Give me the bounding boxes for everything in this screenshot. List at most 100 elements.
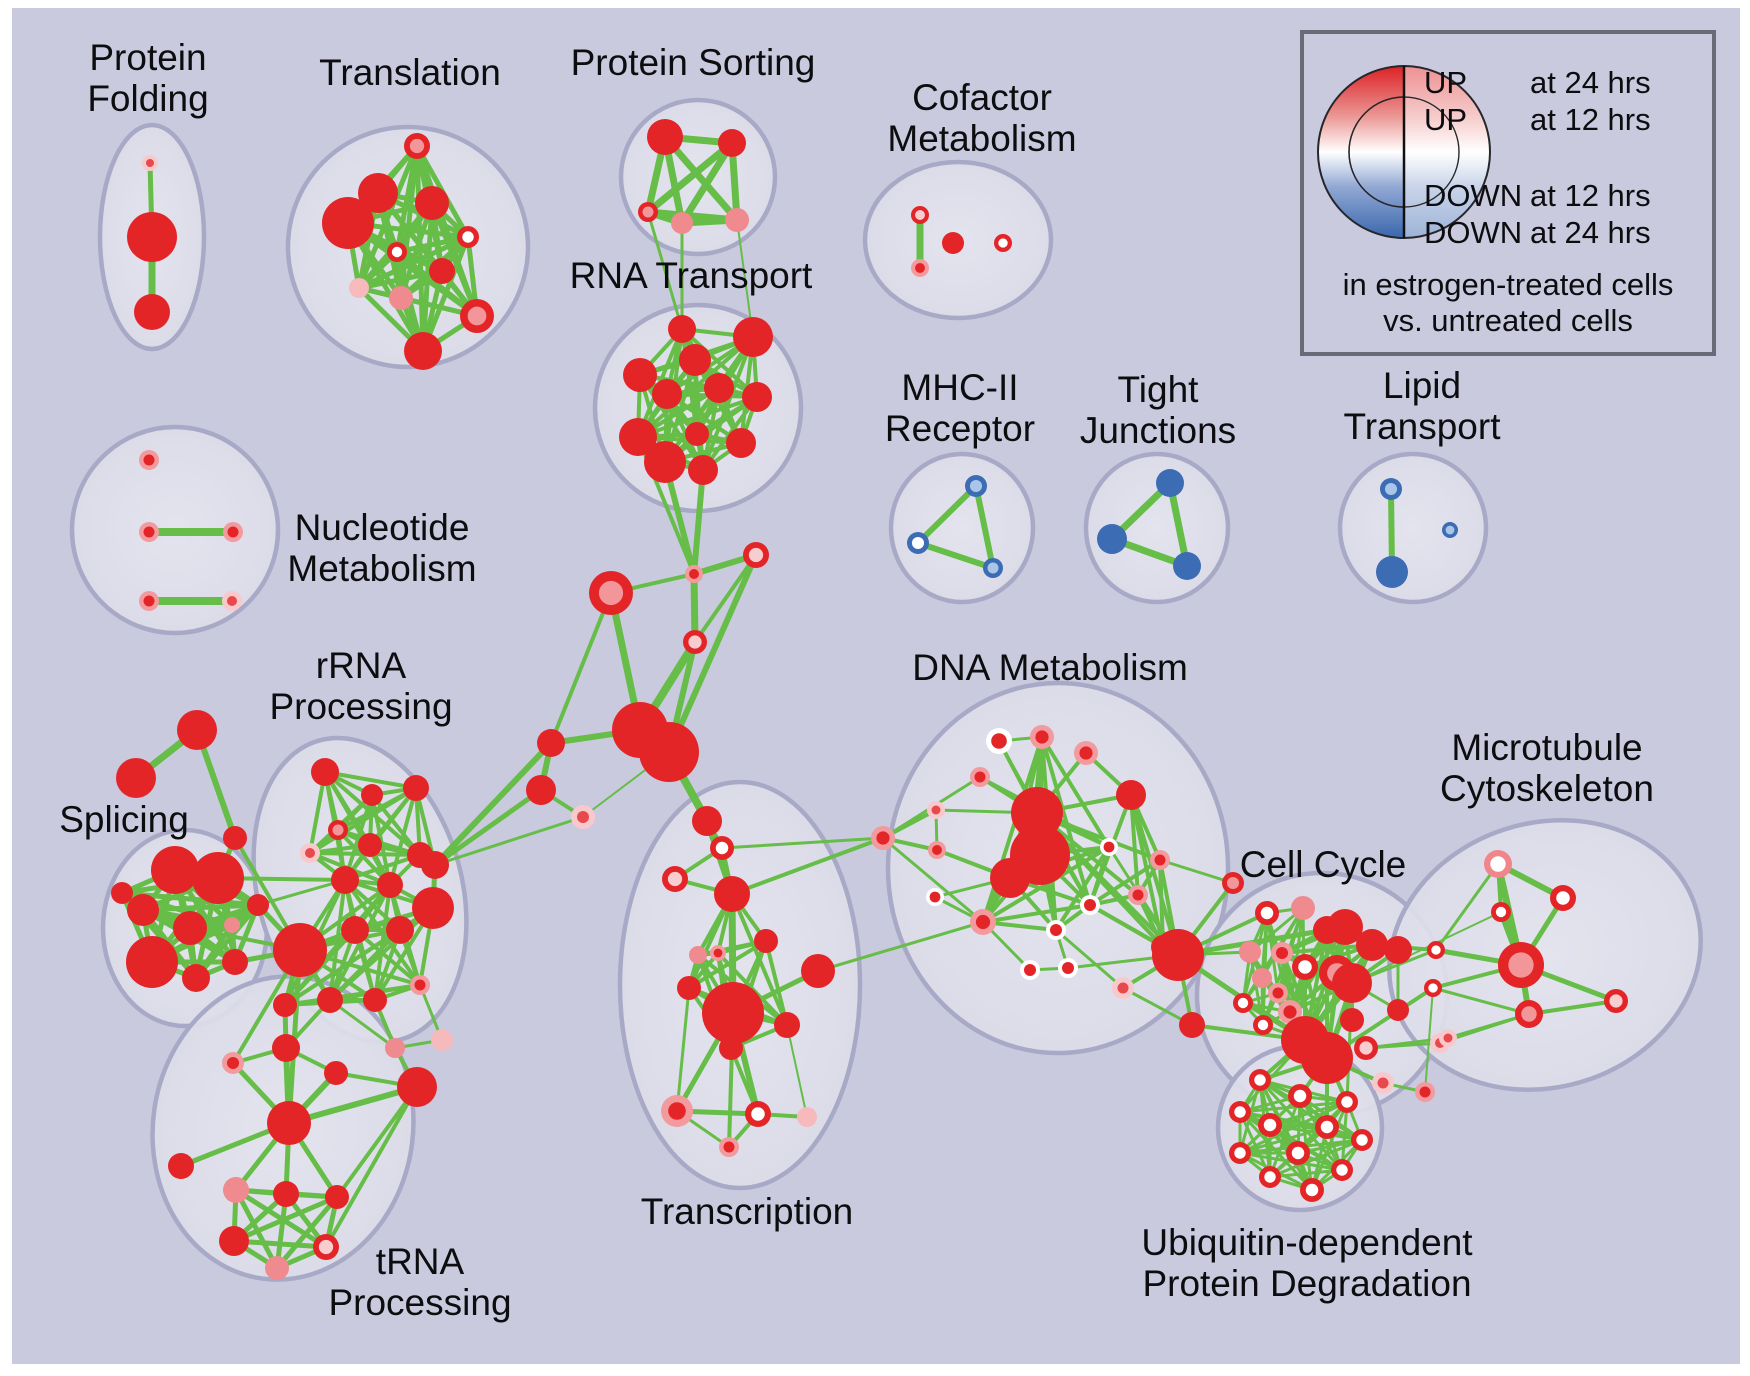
- node-core-cc16: [1257, 1019, 1269, 1031]
- node-t11: [404, 332, 442, 370]
- node-tj1: [1156, 469, 1184, 497]
- node-core-q2: [688, 635, 702, 649]
- node-dot-st3: [223, 826, 247, 850]
- node-hx4: [219, 1226, 249, 1256]
- node-core-ub3: [1341, 1096, 1353, 1108]
- node-tx5: [689, 946, 707, 964]
- node-tx7: [754, 929, 778, 953]
- node-tx13: [661, 1095, 693, 1127]
- edge-d13-d16: [1088, 858, 1162, 907]
- node-core-cc2: [1260, 906, 1274, 920]
- node-core-tx13: [668, 1102, 686, 1120]
- node-sp2: [192, 852, 244, 904]
- node-dot-d22: [1152, 929, 1204, 981]
- cluster-label-rrna-processing-line2: Processing: [269, 686, 452, 727]
- node-core-mt6: [1428, 983, 1438, 993]
- node-dot-rr1: [311, 758, 339, 786]
- node-rn1: [668, 315, 696, 343]
- node-dot-tx4: [714, 876, 750, 912]
- node-core-ub1: [1254, 1074, 1266, 1086]
- edge-hx4-hx5: [231, 1238, 329, 1250]
- node-dot-cc5: [1356, 929, 1388, 961]
- node-d23: [1020, 960, 1040, 980]
- node-sp10: [247, 894, 269, 916]
- cluster-label-cofactor-metabolism-line2: Metabolism: [887, 118, 1076, 159]
- node-core-ub5: [1263, 1118, 1277, 1132]
- node-core-cc22: [1359, 1041, 1373, 1055]
- node-dot-sp2: [192, 852, 244, 904]
- cluster-label-rna-transport: RNA Transport: [570, 255, 813, 296]
- node-cc1: [1222, 872, 1244, 894]
- edge-b1-d15: [881, 836, 985, 924]
- edge-tx10-tx13: [675, 986, 691, 1113]
- node-dot-cc3: [1291, 896, 1315, 920]
- edge-ut1-ut6: [286, 1084, 420, 1126]
- node-mh2: [907, 532, 929, 554]
- legend-down-12-time: at 12 hrs: [1530, 178, 1651, 213]
- node-core-ub8: [1234, 1147, 1246, 1159]
- node-dot-rn8: [619, 418, 657, 456]
- node-core-nm3: [227, 526, 239, 538]
- edge-cc12-mt3: [1351, 911, 1502, 984]
- node-core-mh1: [969, 479, 983, 493]
- node-dot-rr5: [358, 833, 382, 857]
- node-dot-sp6: [126, 936, 178, 988]
- node-mh1: [965, 475, 987, 497]
- node-ga: [537, 729, 565, 757]
- node-d17: [1128, 885, 1148, 905]
- node-core-ub10: [1336, 1164, 1348, 1176]
- node-dot-pf3: [134, 294, 170, 330]
- node-gc: [571, 805, 595, 829]
- node-core-d20: [1117, 982, 1129, 994]
- node-core-t06: [391, 246, 403, 258]
- node-t08: [349, 278, 369, 298]
- node-dot-rr3: [403, 775, 429, 801]
- node-rr9: [377, 872, 403, 898]
- cluster-label-microtubule-cytoskeleton-line2: Cytoskeleton: [1440, 768, 1654, 809]
- node-nm1: [139, 450, 159, 470]
- node-dot-cc7: [1239, 941, 1261, 963]
- node-dot-hx2: [273, 1181, 299, 1207]
- cluster-label-splicing: Splicing: [59, 799, 189, 840]
- node-dot-rr18: [431, 1029, 453, 1051]
- node-ub9: [1286, 1141, 1310, 1165]
- node-dot-pf2: [127, 212, 177, 262]
- edge-d7-d22: [1129, 793, 1180, 957]
- edge-br3-mt6: [1424, 987, 1434, 1093]
- node-rr11: [341, 916, 369, 944]
- node-core-b1: [876, 831, 890, 845]
- node-dot-d11: [990, 858, 1030, 898]
- cluster-label-lipid-transport-line2: Transport: [1344, 406, 1502, 447]
- node-dot-t03: [415, 186, 449, 220]
- cluster-label-dna-metabolism: DNA Metabolism: [912, 647, 1188, 688]
- node-t06: [387, 242, 407, 262]
- node-dot-cf3: [942, 232, 964, 254]
- node-dot-rn3: [679, 344, 711, 376]
- node-dot-rr15: [317, 987, 343, 1013]
- edge-sp3-sp10: [140, 902, 261, 913]
- node-core-d1: [991, 733, 1007, 749]
- cluster-label-tight-junctions-line2: Junctions: [1080, 410, 1236, 451]
- cluster-label-mhc-ii-receptor-line1: MHC-II: [901, 367, 1018, 408]
- node-core-t05: [462, 231, 474, 243]
- edge-tx8-d15: [816, 920, 985, 973]
- node-dot-cc20: [1340, 1008, 1364, 1032]
- node-core-cc1: [1226, 876, 1240, 890]
- node-hx6: [265, 1256, 289, 1280]
- node-dot-ps5: [725, 208, 749, 232]
- node-dot-rn9: [685, 422, 709, 446]
- node-core-d23: [1024, 964, 1036, 976]
- node-cc14: [1268, 983, 1288, 1003]
- node-nm2: [139, 522, 159, 542]
- node-core-mt8: [1609, 994, 1623, 1008]
- node-core-mt2: [1556, 891, 1570, 905]
- edge-mh1-mh3: [973, 483, 996, 571]
- node-rr4: [328, 820, 348, 840]
- node-d16: [1080, 895, 1100, 915]
- node-ut2: [168, 1153, 194, 1179]
- node-dot-hx3: [325, 1185, 349, 1209]
- node-rr14: [273, 993, 297, 1017]
- node-dot-cc21: [1179, 1012, 1205, 1038]
- node-core-br3: [1419, 1086, 1431, 1098]
- edge-ut6-hx3: [335, 1085, 419, 1199]
